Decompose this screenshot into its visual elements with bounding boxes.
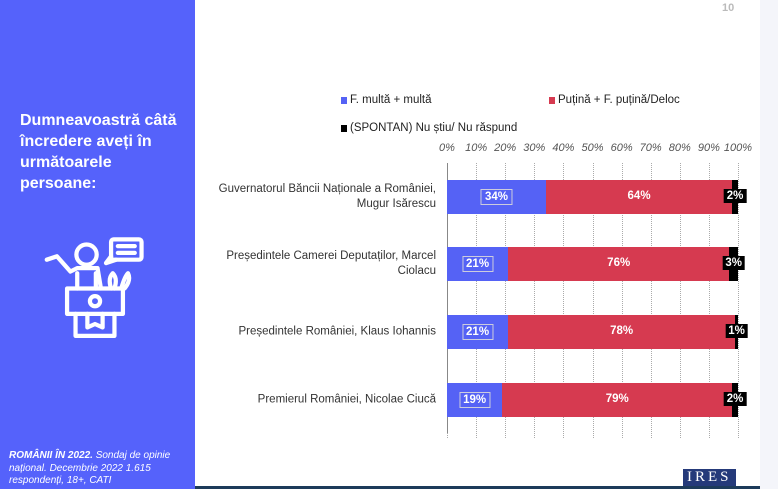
gridline [708,163,710,438]
data-label: 21% [462,324,494,340]
legend-swatch [341,124,347,132]
legend-label: (SPONTAN) Nu știu/ Nu răspund [350,122,518,134]
data-label: 78% [610,325,634,337]
x-tick-label: 50% [581,142,604,154]
data-label: 34% [480,189,512,205]
legend-swatch [549,96,555,104]
data-label: 21% [462,256,494,272]
x-tick-label: 0% [439,142,455,154]
footer-title: ROMÂNII ÎN 2022. [9,450,93,461]
category-label: Președintele României, Klaus Iohannis [238,325,436,338]
data-label: 76% [607,257,631,269]
legend-label: Puțină + F. puțină/Deloc [558,94,680,106]
legend-label: F. multă + multă [350,94,432,106]
data-label: 1% [725,324,748,338]
x-tick-label: 90% [697,142,720,154]
bar-segment [447,383,503,417]
speaker-podium-icon [40,236,150,351]
gridline [534,163,536,438]
data-label: 79% [605,393,629,405]
y-axis [447,163,448,433]
x-tick-label: 40% [552,142,575,154]
gridline [738,163,739,438]
bar-segment [447,180,546,214]
category-label: Premierul României, Nicolae Ciucă [257,393,436,406]
bar-segment [502,383,733,417]
bottom-rule [195,486,760,489]
gridline [679,163,681,438]
footer-text: Sondaj de opinie național. Decembrie 202… [9,450,171,486]
data-label: 64% [627,190,651,202]
legend-item-dk: (SPONTAN) Nu știu/ Nu răspund [341,122,517,134]
data-label: 3% [722,256,745,270]
x-tick-label: 30% [523,142,546,154]
bar-segment [447,247,509,281]
x-tick-label: 100% [723,142,753,154]
x-tick-label: 80% [668,142,691,154]
legend-swatch [341,96,347,104]
gridline [505,163,507,438]
bar-segment [545,180,733,214]
side-panel [0,0,195,489]
category-label: Guvernatorul Băncii Naționale a României… [218,183,436,210]
question-text: Dumneavoastră câtă încredere aveți în ur… [20,112,177,192]
legend-item-high: F. multă + multă [341,94,432,106]
gridline [563,163,565,438]
legend-item-low: Puțină + F. puțină/Deloc [549,94,680,106]
page-number: 10 [722,2,735,14]
data-label: 19% [459,392,491,408]
data-label: 2% [723,189,747,203]
bar-segment [447,315,509,349]
gridline [476,163,478,438]
x-tick-label: 20% [494,142,517,154]
bar-segment [508,315,736,349]
x-tick-label: 10% [465,142,488,154]
footer-note: ROMÂNII ÎN 2022. Sondaj de opinie națion… [9,450,189,488]
bar-segment [508,247,730,281]
data-label: 2% [723,392,747,406]
gridline [650,163,652,438]
gridline [621,163,623,438]
gridline [592,163,594,438]
right-margin [760,0,778,489]
category-label: Președintele Camerei Deputaților, Marcel… [226,250,436,277]
ires-logo: IRES [683,469,736,487]
x-tick-label: 60% [610,142,633,154]
x-tick-label: 70% [639,142,662,154]
